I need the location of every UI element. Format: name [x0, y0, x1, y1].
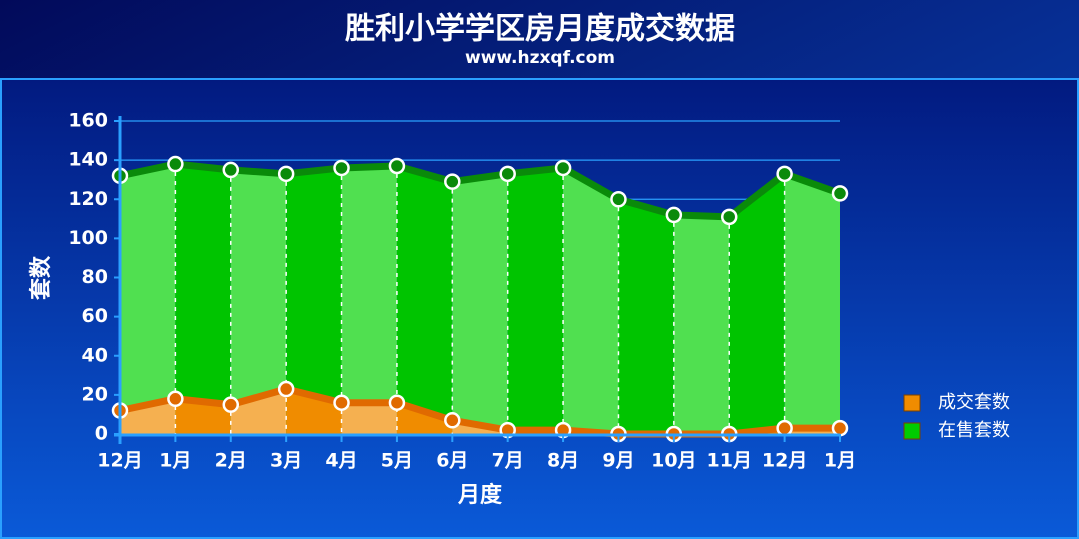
data-point — [167, 155, 184, 173]
x-tick-label: 7月 — [492, 450, 524, 472]
area-band — [396, 164, 453, 434]
legend-swatch — [903, 394, 921, 412]
data-point — [333, 159, 350, 177]
legend-label: 成交套数 — [938, 392, 1010, 413]
data-point — [831, 419, 849, 437]
chart-title: 胜利小学学区房月度成交数据 — [345, 12, 735, 47]
x-tick-label: 1月 — [824, 450, 856, 472]
area-band — [784, 164, 840, 434]
y-tick-label: 60 — [82, 305, 108, 327]
data-point — [554, 159, 572, 177]
x-tick-label: 6月 — [436, 450, 468, 472]
x-tick-label: 11月 — [707, 450, 752, 472]
area-group — [120, 164, 840, 434]
y-tick-label: 0 — [95, 423, 108, 445]
x-tick-label: 12月 — [762, 450, 807, 472]
x-tick-label: 9月 — [602, 450, 634, 472]
area-line — [119, 160, 842, 221]
data-point — [665, 206, 683, 224]
area-band — [507, 164, 564, 434]
area-band — [563, 164, 619, 434]
data-point — [277, 165, 295, 183]
area-band — [175, 164, 231, 434]
legend-label: 在售套数 — [938, 420, 1010, 441]
data-point — [277, 380, 295, 398]
y-tick-label: 80 — [82, 266, 108, 288]
area-band — [341, 164, 397, 434]
x-tick-label: 2月 — [215, 450, 247, 472]
x-tick-label: 5月 — [381, 450, 413, 472]
data-point — [776, 419, 793, 437]
y-tick-label: 140 — [68, 149, 108, 171]
area-band — [120, 164, 176, 434]
data-point — [167, 390, 184, 408]
data-point — [444, 173, 461, 190]
data-point — [444, 412, 461, 429]
data-point — [388, 394, 406, 411]
legend-swatch — [903, 422, 921, 440]
data-point — [499, 165, 516, 183]
data-point — [222, 396, 240, 413]
y-axis-label: 套数 — [28, 255, 54, 300]
x-tick-label: 1月 — [159, 450, 191, 472]
x-axis-label: 月度 — [457, 482, 503, 508]
y-tick-label: 20 — [82, 383, 108, 405]
x-tick-label: 12月 — [97, 450, 142, 472]
x-tick-label: 8月 — [547, 450, 579, 472]
y-tick-label: 160 — [68, 110, 108, 132]
data-point — [720, 208, 738, 226]
area-band — [452, 164, 508, 434]
data-point — [333, 394, 350, 411]
data-point — [831, 185, 849, 202]
x-tick-label: 4月 — [325, 450, 357, 472]
data-point — [388, 157, 406, 175]
x-tick-label: 3月 — [270, 450, 302, 472]
y-tick-label: 120 — [68, 188, 108, 210]
chart-subtitle: www.hzxqf.com — [465, 48, 615, 68]
x-tick-label: 10月 — [651, 450, 696, 472]
data-point — [222, 161, 240, 179]
y-tick-label: 100 — [68, 227, 108, 249]
data-point — [610, 191, 627, 208]
y-tick-label: 40 — [82, 344, 108, 366]
data-point — [776, 165, 793, 183]
